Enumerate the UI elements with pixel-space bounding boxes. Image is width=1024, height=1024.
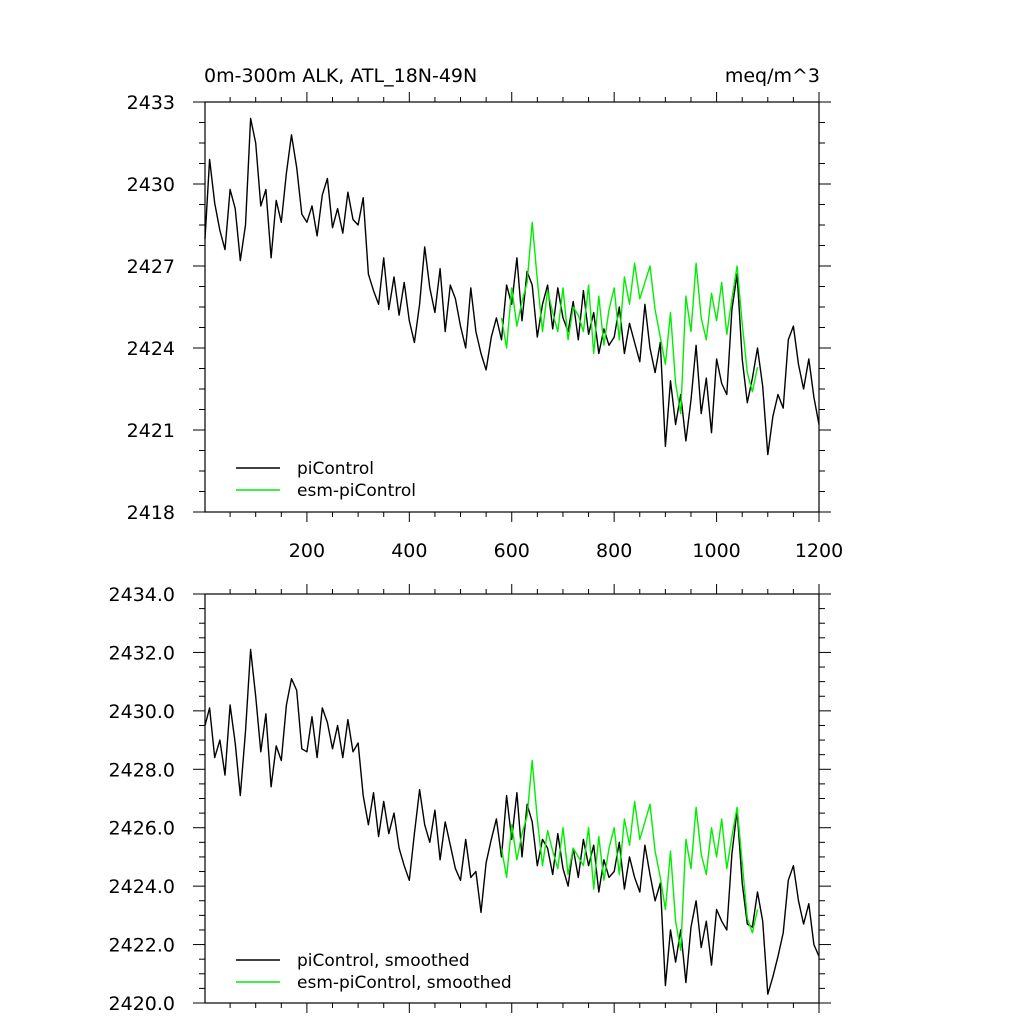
y-tick-label: 2430.0 — [109, 701, 175, 723]
legend-label-esm-picontrol: esm-piControl — [297, 481, 416, 501]
y-tick-label: 2418 — [127, 502, 175, 524]
legend-label-picontrol-smoothed: piControl, smoothed — [297, 951, 470, 971]
series-line-picontrol — [204, 117, 820, 456]
legend: piControl, smoothed esm-piControl, smoot… — [236, 951, 512, 993]
x-tick-label: 200 — [289, 540, 325, 562]
legend: piControl esm-piControl — [236, 459, 416, 501]
y-tick-label: 2427 — [127, 256, 175, 278]
y-tick-label: 2432.0 — [109, 642, 175, 664]
x-tick-label: 800 — [596, 540, 632, 562]
plot-frame — [204, 593, 820, 1004]
x-tick-label: 1000 — [692, 540, 740, 562]
legend-label-picontrol: piControl — [297, 459, 374, 479]
legend-label-esm-picontrol-smoothed: esm-piControl, smoothed — [297, 973, 512, 993]
series-line-picontrol-smoothed — [204, 648, 820, 995]
y-tick-label: 2424 — [127, 338, 175, 360]
y-tick-label: 2424.0 — [109, 876, 175, 898]
top-panel: 0m-300m ALK, ATL_18N-49N meq/m^3 200 400 6… — [127, 65, 844, 562]
series-line-esm-picontrol — [500, 221, 759, 415]
plot-frame — [204, 101, 820, 513]
y-tick-label: 2428.0 — [109, 759, 175, 781]
y-tick-label: 2434.0 — [109, 584, 175, 606]
y-tick-label: 2421 — [127, 420, 175, 442]
x-tick-label: 1200 — [795, 540, 843, 562]
panel-title-right: meq/m^3 — [725, 65, 820, 87]
y-tick-label: 2430 — [127, 174, 175, 196]
y-tick-label: 2426.0 — [109, 818, 175, 840]
panel-title-left: 0m-300m ALK, ATL_18N-49N — [204, 65, 477, 87]
y-tick-label: 2433 — [127, 92, 175, 114]
bottom-panel: 2420.0 2422.0 2424.0 2426.0 2428.0 2430.0 2432… — [109, 584, 831, 1015]
x-tick-label: 400 — [391, 540, 427, 562]
y-tick-label: 2422.0 — [109, 935, 175, 957]
y-tick-label: 2420.0 — [109, 993, 175, 1015]
series-line-esm-picontrol-smoothed — [500, 759, 759, 952]
x-tick-label: 600 — [494, 540, 530, 562]
